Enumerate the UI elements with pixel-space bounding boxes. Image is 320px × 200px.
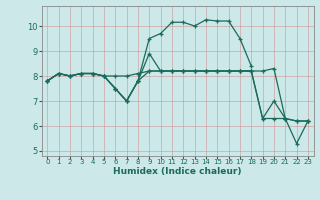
X-axis label: Humidex (Indice chaleur): Humidex (Indice chaleur): [113, 167, 242, 176]
